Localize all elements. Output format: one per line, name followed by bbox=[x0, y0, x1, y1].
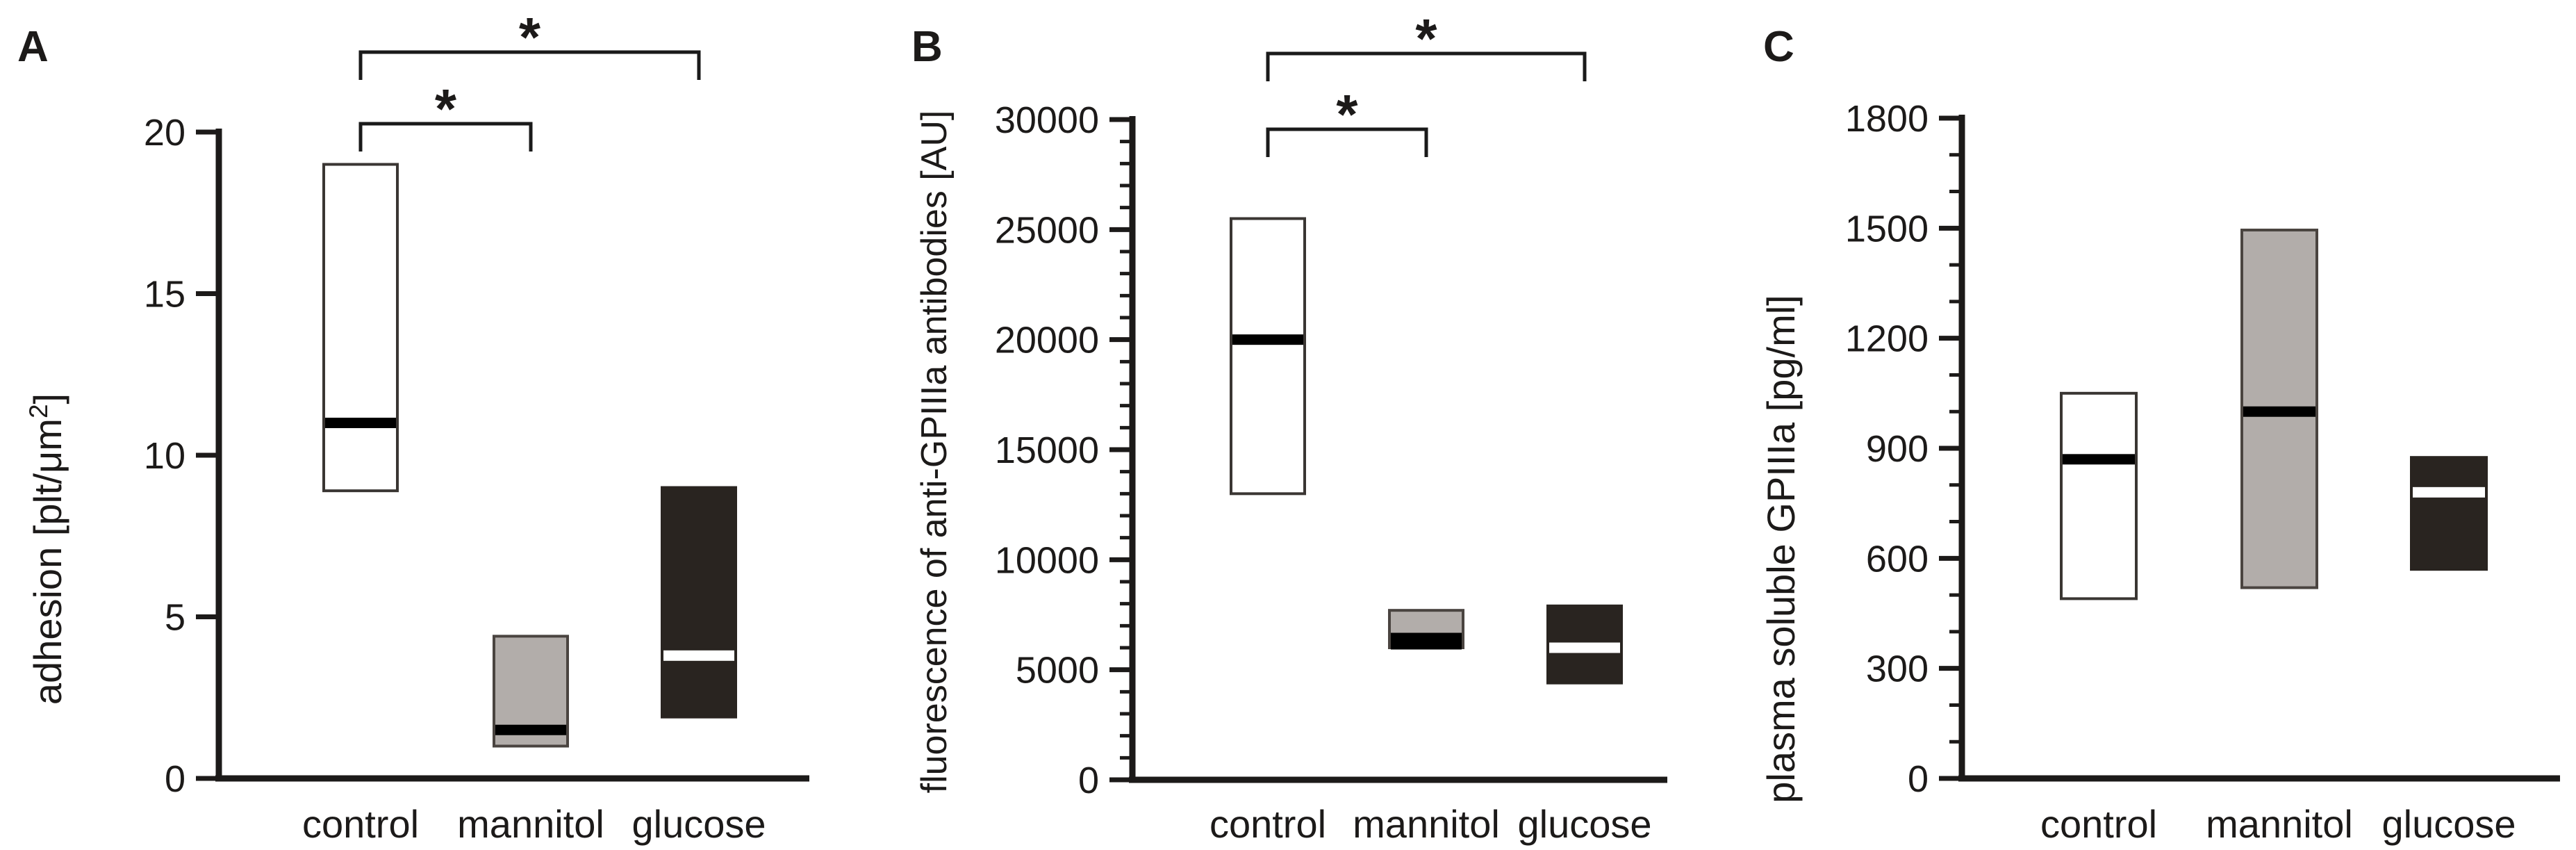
x-category-label: mannitol bbox=[1353, 802, 1500, 846]
median-control bbox=[325, 418, 396, 428]
y-tick-label: 15000 bbox=[995, 430, 1099, 471]
significance-star: * bbox=[435, 78, 457, 140]
y-tick-label: 25000 bbox=[995, 209, 1099, 251]
y-axis-title-text: adhesion [plt/μm2] bbox=[24, 393, 69, 705]
y-tick-label: 0 bbox=[1078, 760, 1099, 801]
y-tick-label: 0 bbox=[1908, 758, 1929, 800]
y-tick-label: 5000 bbox=[1016, 650, 1099, 692]
median-glucose bbox=[663, 650, 734, 661]
panel-A-chart: A 0 5 10 15 20 adhesion [plt/μm2] control mannit… bbox=[17, 6, 809, 846]
median-control bbox=[1232, 334, 1303, 345]
box-control bbox=[1230, 217, 1306, 496]
median-glucose bbox=[1549, 642, 1620, 653]
box-control bbox=[322, 163, 399, 493]
x-category-label: control bbox=[1209, 802, 1326, 846]
median-glucose bbox=[2413, 487, 2485, 498]
significance-star: * bbox=[1415, 8, 1437, 70]
y-axis-title: fluorescence of anti-GPIIIa antibodies [… bbox=[914, 111, 955, 794]
y-tick-label: 600 bbox=[1866, 538, 1929, 580]
x-category-label: mannitol bbox=[2206, 802, 2353, 846]
title-part: fluorescence of anti-GPIIIa antibodies [… bbox=[914, 111, 955, 794]
y-tick-label: 300 bbox=[1866, 648, 1929, 690]
box-glucose bbox=[2410, 456, 2488, 571]
y-tick-label: 5 bbox=[165, 597, 185, 639]
y-axis-title: adhesion [plt/μm2] bbox=[24, 393, 69, 705]
median-mannitol bbox=[495, 724, 566, 735]
x-category-label: glucose bbox=[2381, 802, 2516, 846]
median-control bbox=[2063, 454, 2135, 465]
y-tick-label: 0 bbox=[165, 758, 185, 800]
y-tick-label: 1200 bbox=[1845, 318, 1929, 360]
y-tick-label: 20 bbox=[144, 112, 185, 154]
x-category-label: mannitol bbox=[457, 802, 604, 846]
x-category-label: glucose bbox=[631, 802, 766, 846]
box-control bbox=[2060, 391, 2138, 600]
y-tick-label: 20000 bbox=[995, 320, 1099, 361]
y-axis-title-text: fluorescence of anti-GPIIIa antibodies [… bbox=[914, 111, 955, 794]
significance-star: * bbox=[1336, 83, 1358, 145]
title-part: adhesion [plt/μm bbox=[26, 418, 69, 705]
panel-letter: A bbox=[17, 23, 49, 71]
y-tick-label: 10000 bbox=[995, 539, 1099, 581]
significance-bracket bbox=[1266, 127, 1428, 157]
x-category-label: control bbox=[302, 802, 419, 846]
significance-bracket bbox=[358, 122, 533, 152]
y-axis-title: plasma soluble GPIIIa [pg/ml] bbox=[1759, 295, 1803, 803]
superscript: 2 bbox=[24, 404, 53, 418]
y-tick-label: 30000 bbox=[995, 99, 1099, 141]
x-category-label: control bbox=[2040, 802, 2157, 846]
box-glucose bbox=[661, 486, 737, 719]
y-axis-title-text: plasma soluble GPIIIa [pg/ml] bbox=[1759, 295, 1803, 803]
median-mannitol bbox=[2243, 406, 2315, 417]
panel-letter: C bbox=[1763, 23, 1794, 71]
panel-letter: B bbox=[911, 23, 943, 71]
title-part: ] bbox=[26, 393, 69, 404]
y-tick-label: 15 bbox=[144, 274, 185, 316]
significance-star: * bbox=[519, 6, 541, 68]
significance-bracket bbox=[1266, 51, 1587, 81]
y-tick-label: 10 bbox=[144, 435, 185, 477]
x-category-label: glucose bbox=[1517, 802, 1651, 846]
panel-A: A 0 5 10 15 20 adhesion [plt/μm2] control mannit… bbox=[0, 0, 861, 850]
panel-B: B 0 5000 10000 15000 20000 25000 30000 fluoresce… bbox=[861, 0, 1723, 850]
significance-bracket bbox=[358, 50, 701, 80]
median-mannitol bbox=[1391, 632, 1462, 650]
panel-C: C 0 300 600 900 1200 1500 1800 plasma soluble GP… bbox=[1723, 0, 2576, 850]
y-tick-label: 1800 bbox=[1845, 98, 1929, 140]
y-tick-label: 1500 bbox=[1845, 208, 1929, 250]
title-part: plasma soluble GPIIIa [pg/ml] bbox=[1759, 295, 1803, 803]
panel-C-chart: C 0 300 600 900 1200 1500 1800 plasma soluble GP… bbox=[1759, 23, 2560, 846]
y-tick-label: 900 bbox=[1866, 428, 1929, 470]
panel-B-chart: B 0 5000 10000 15000 20000 25000 30000 fluoresce… bbox=[911, 8, 1667, 846]
